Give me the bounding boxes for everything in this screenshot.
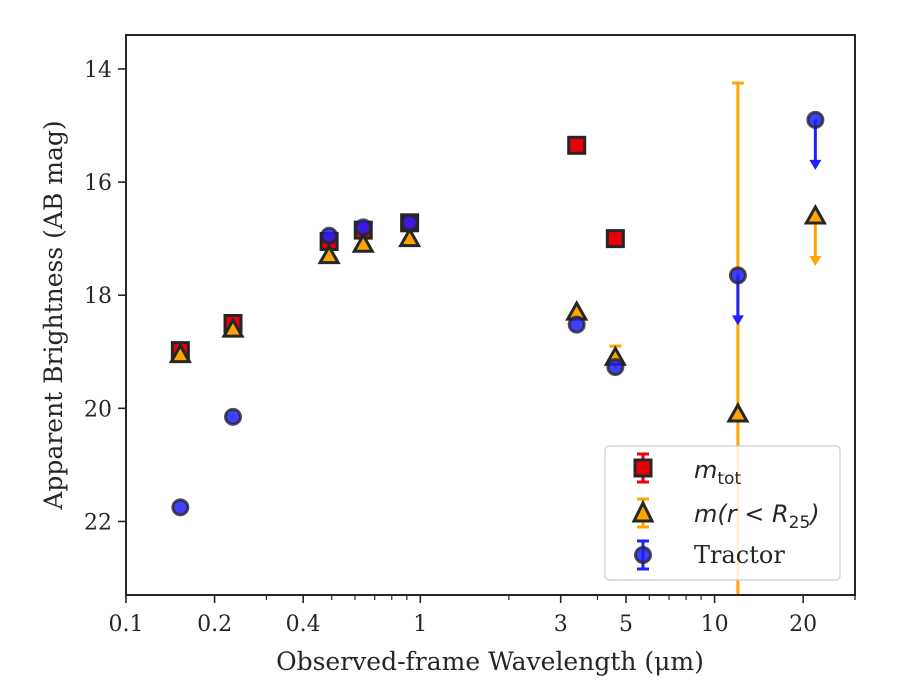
legend-entry-mtot: mtot xyxy=(633,452,741,489)
tractor-point-8 xyxy=(806,110,825,129)
x-tick-label-1: 0.2 xyxy=(197,612,232,637)
mr25-point-4 xyxy=(398,226,422,248)
legend-box xyxy=(604,445,841,581)
y-tick-label-0: 14 xyxy=(84,58,112,83)
y-tick-label-4: 22 xyxy=(84,510,112,535)
legend-mtot-label: mtot xyxy=(694,456,741,489)
legend: mtot m(r < R25) Tractor xyxy=(604,445,841,581)
y-tick-label-2: 18 xyxy=(84,284,112,309)
y-axis: 14 16 18 20 22 xyxy=(84,58,126,535)
legend-mr25-close: ) xyxy=(808,500,819,528)
legend-tractor-label: Tractor xyxy=(694,541,785,569)
legend-mtot-marker xyxy=(633,458,653,478)
tractor-limit-7-arrow-head xyxy=(731,315,744,326)
x-tick-label-4: 3 xyxy=(554,612,568,637)
mr25-limit-8-arrow-head xyxy=(809,256,822,267)
x-tick-label-0: 0.1 xyxy=(109,612,144,637)
tractor-point-3 xyxy=(354,218,373,237)
tractor-point-2 xyxy=(320,226,339,245)
x-axis-label: Observed-frame Wavelength (μm) xyxy=(276,647,704,676)
mr25-point-3 xyxy=(351,232,375,253)
tractor-point-5 xyxy=(567,315,586,334)
tractor-point-7 xyxy=(728,266,747,285)
mr25-point-0 xyxy=(168,342,192,364)
legend-mr25-label: m(r < R25) xyxy=(694,500,820,533)
y-tick-label-1: 16 xyxy=(84,171,112,196)
legend-tractor-marker xyxy=(634,546,652,564)
y-axis-label: Apparent Brightness (AB mag) xyxy=(39,120,68,510)
plot-frame xyxy=(125,34,856,596)
tractor-point-0 xyxy=(171,498,190,517)
x-tick-label-6: 10 xyxy=(701,612,729,637)
mr25-point-2 xyxy=(317,243,341,265)
mr25-point-1 xyxy=(221,317,245,338)
legend-entry-mr25: m(r < R25) xyxy=(631,497,820,533)
x-tick-label-3: 1 xyxy=(413,612,427,637)
legend-mr25-main: m(r < R xyxy=(694,500,789,528)
legend-mtot-sub: tot xyxy=(717,469,741,489)
legend-mtot-m: m xyxy=(694,456,717,484)
x-tick-label-2: 0.4 xyxy=(286,612,321,637)
y-tick-label-3: 20 xyxy=(84,397,112,422)
legend-mr25-sub: 25 xyxy=(789,513,811,533)
x-tick-label-5: 5 xyxy=(619,612,633,637)
x-tick-label-7: 20 xyxy=(789,612,817,637)
mtot-point-5 xyxy=(567,135,587,155)
tractor-point-6 xyxy=(606,358,625,377)
legend-entry-tractor: Tractor xyxy=(634,539,785,571)
x-axis: 0.1 0.2 0.4 1 3 5 10 20 xyxy=(109,595,856,637)
tractor-point-4 xyxy=(400,213,419,232)
mr25-point-7 xyxy=(726,401,750,423)
mtot-point-6 xyxy=(605,229,625,249)
tractor-point-1 xyxy=(224,407,243,426)
mr25-point-8 xyxy=(803,203,827,225)
tractor-limit-8-arrow-head xyxy=(809,159,822,170)
legend-mr25-marker xyxy=(631,499,655,523)
